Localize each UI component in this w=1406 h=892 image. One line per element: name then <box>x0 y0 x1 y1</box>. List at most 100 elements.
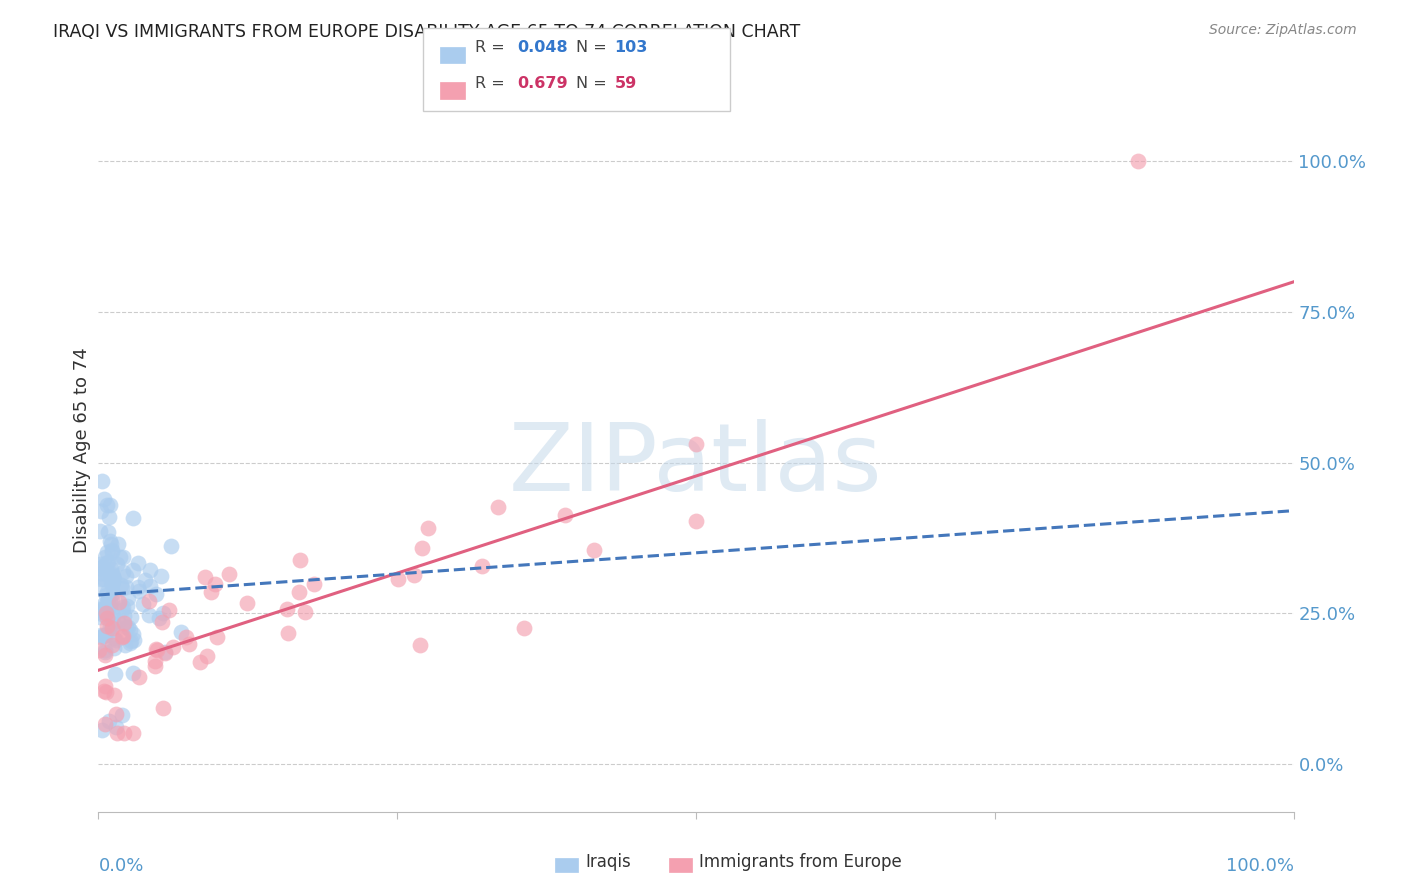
Point <box>96 684 118 698</box>
Point <box>108 595 131 609</box>
Point <box>120 610 142 624</box>
Point <box>101 545 124 559</box>
Text: 103: 103 <box>614 40 648 55</box>
Point <box>87 602 110 616</box>
Point <box>91 607 114 622</box>
Y-axis label: Disability Age 65 to 74: Disability Age 65 to 74 <box>73 348 91 553</box>
Point <box>122 563 145 577</box>
Text: Iraqis: Iraqis <box>585 853 631 871</box>
Point <box>100 569 122 583</box>
Point <box>96 498 118 512</box>
Point <box>97 555 120 569</box>
Point <box>148 610 170 624</box>
Text: Source: ZipAtlas.com: Source: ZipAtlas.com <box>1209 23 1357 37</box>
Point <box>94 679 117 693</box>
Point <box>100 537 122 551</box>
Point <box>294 605 316 619</box>
Point <box>90 503 112 517</box>
Point <box>111 581 134 595</box>
Point <box>98 601 121 615</box>
Point <box>103 575 125 590</box>
Point <box>122 627 145 641</box>
Point <box>101 543 124 558</box>
Point <box>145 587 167 601</box>
Point <box>110 630 132 644</box>
Point <box>411 541 433 555</box>
Text: ZIPatlas: ZIPatlas <box>509 419 883 511</box>
Point <box>188 655 211 669</box>
Point <box>89 643 111 657</box>
Point <box>132 597 155 611</box>
Point <box>98 619 121 633</box>
Point <box>101 608 124 623</box>
Point <box>145 659 167 673</box>
Point <box>93 572 115 586</box>
Point <box>96 611 118 625</box>
Text: 59: 59 <box>614 76 637 91</box>
Point <box>112 608 135 623</box>
Point <box>89 610 111 624</box>
Point <box>288 553 311 567</box>
Point <box>387 572 409 586</box>
Point <box>121 511 143 525</box>
Point <box>152 701 174 715</box>
Point <box>97 599 120 614</box>
Point <box>134 573 156 587</box>
Point <box>98 509 121 524</box>
Point <box>101 569 124 583</box>
Point <box>416 521 439 535</box>
Point <box>486 500 509 515</box>
Text: 0.679: 0.679 <box>517 76 568 91</box>
Point <box>288 585 311 599</box>
Point <box>96 545 118 559</box>
Point <box>105 706 128 721</box>
Point <box>93 628 115 642</box>
Point <box>105 558 128 572</box>
Point <box>139 563 162 577</box>
Point <box>97 607 120 621</box>
Point <box>104 667 127 681</box>
Point <box>277 626 299 640</box>
Point <box>195 649 218 664</box>
Point <box>103 631 125 645</box>
Point <box>103 572 125 586</box>
Point <box>105 726 128 740</box>
Point <box>100 533 122 548</box>
Point <box>200 585 222 599</box>
Point <box>138 594 160 608</box>
Point <box>97 524 120 539</box>
Point <box>94 628 117 642</box>
Point <box>100 577 122 591</box>
Point <box>402 567 425 582</box>
Point <box>157 603 180 617</box>
Point <box>204 576 226 591</box>
Point <box>90 566 112 580</box>
Point <box>112 615 135 630</box>
Point <box>124 632 146 647</box>
Point <box>101 569 124 583</box>
Point <box>98 594 121 608</box>
Point <box>94 645 117 659</box>
Point <box>97 594 120 608</box>
Text: N =: N = <box>576 40 613 55</box>
Text: R =: R = <box>475 40 510 55</box>
Point <box>114 620 136 634</box>
Point <box>100 619 122 633</box>
Point <box>96 588 118 602</box>
Point <box>554 508 576 522</box>
Point <box>89 630 111 644</box>
Point <box>111 550 134 565</box>
Text: R =: R = <box>475 76 510 91</box>
Point <box>96 584 118 599</box>
Point <box>101 621 124 635</box>
Point <box>115 569 138 583</box>
Text: IRAQI VS IMMIGRANTS FROM EUROPE DISABILITY AGE 65 TO 74 CORRELATION CHART: IRAQI VS IMMIGRANTS FROM EUROPE DISABILI… <box>53 23 800 41</box>
Point <box>146 643 169 657</box>
Point <box>138 608 160 623</box>
Point <box>152 606 174 620</box>
Point <box>107 537 129 551</box>
Point <box>409 638 432 652</box>
Point <box>98 498 121 512</box>
Point <box>153 646 176 660</box>
Point <box>118 623 141 637</box>
